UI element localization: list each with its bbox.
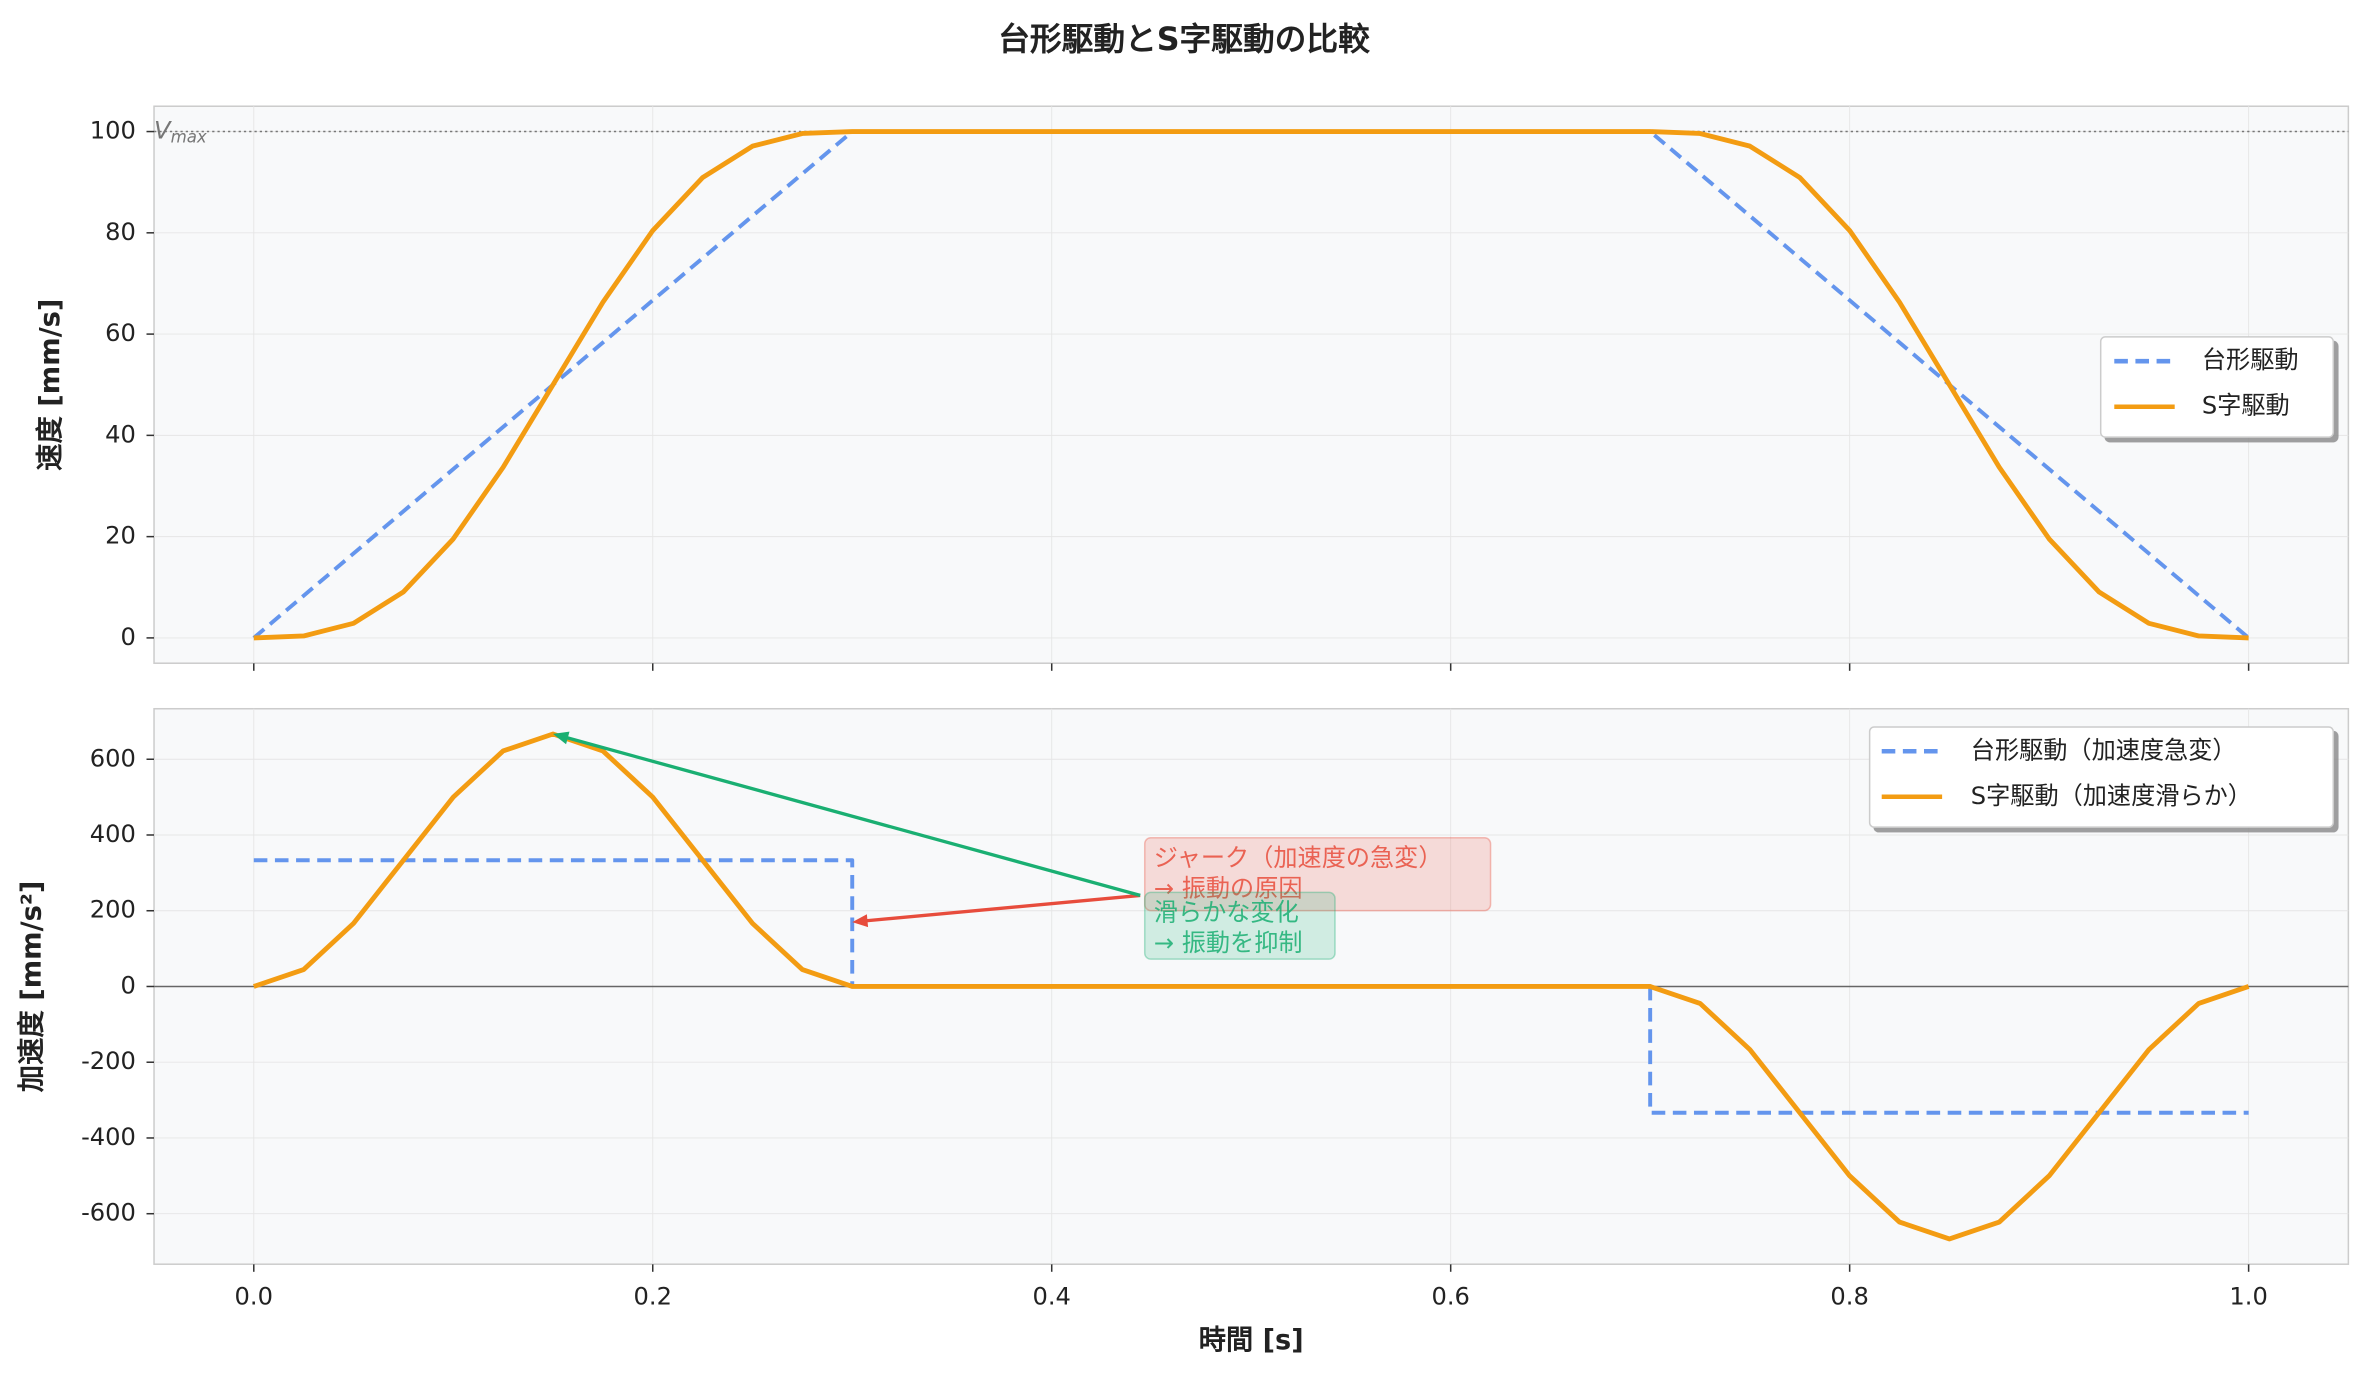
plot-area — [153, 105, 2350, 664]
annotation-text: ジャーク（加速度の急変） — [1154, 844, 1443, 872]
legend-label: 台形駆動（加速度急変） — [1971, 736, 2237, 764]
y-tick-label: -400 — [81, 1123, 136, 1151]
x-tick-label: 0.6 — [1431, 1283, 1469, 1311]
y-tick-label: 60 — [105, 319, 136, 347]
y-tick-label: 200 — [90, 896, 136, 924]
annotation-box — [1143, 836, 1492, 912]
reference-label-sub: max — [171, 127, 207, 146]
reference-label-main: V — [154, 117, 172, 145]
y-tick-label: 600 — [90, 744, 136, 772]
x-tick-label: 0.2 — [634, 1283, 672, 1311]
y-tick-label: 80 — [105, 218, 136, 246]
legend-label: S字駆動 — [2202, 392, 2290, 420]
x-axis-label: 時間 [s] — [1199, 1325, 1304, 1356]
y-tick-label: 0 — [121, 971, 136, 999]
x-tick-label: 0.4 — [1033, 1283, 1071, 1311]
legend-box — [1868, 726, 2335, 828]
x-tick-label: 0.0 — [235, 1283, 273, 1311]
y-tick-label: 0 — [121, 623, 136, 651]
annotation-text: → 振動の原因 — [1154, 874, 1303, 902]
arrow-head — [553, 731, 570, 745]
y-tick-label: 20 — [105, 522, 136, 550]
reference-label: Vmax — [154, 117, 207, 147]
y-tick-label: -600 — [81, 1199, 136, 1227]
y-axis-label: 加速度 [mm/s²] — [16, 881, 48, 1093]
x-tick-label: 1.0 — [2229, 1283, 2267, 1311]
figure-title: 台形駆動とS字駆動の比較 — [998, 21, 1370, 58]
annotation-box — [1143, 891, 1336, 960]
y-tick-label: 400 — [90, 820, 136, 848]
legend-label: S字駆動（加速度滑らか） — [1971, 782, 2252, 810]
series-line — [253, 731, 2250, 1242]
y-tick-label: 100 — [90, 117, 136, 145]
arrow-head — [852, 914, 869, 928]
annotation-arrow — [859, 893, 1141, 924]
y-tick-label: 40 — [105, 420, 136, 448]
annotation-arrow — [559, 734, 1141, 898]
y-axis-label: 速度 [mm/s] — [34, 299, 66, 471]
legend-label: 台形駆動 — [2202, 346, 2299, 374]
y-tick-label: -200 — [81, 1047, 136, 1075]
series-line — [253, 129, 2249, 641]
annotation-text: 滑らかな変化 — [1154, 899, 1299, 927]
annotation-text: → 振動を抑制 — [1154, 929, 1303, 957]
x-tick-label: 0.8 — [1830, 1283, 1868, 1311]
